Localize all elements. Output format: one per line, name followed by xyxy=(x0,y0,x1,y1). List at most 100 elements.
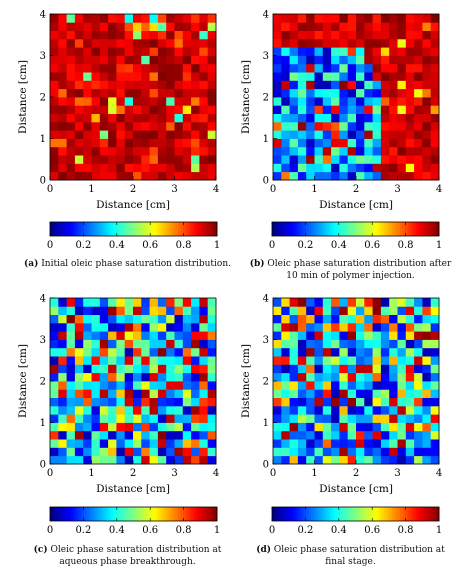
heatmap-cell xyxy=(116,455,126,465)
heatmap-cell xyxy=(322,306,332,315)
heatmap-cell xyxy=(380,372,390,382)
heatmap-cell xyxy=(314,30,324,40)
heatmap-cell xyxy=(191,455,200,465)
heatmap-cell xyxy=(430,22,440,31)
heatmap-cell xyxy=(364,47,373,56)
colorbar-segment xyxy=(350,222,354,236)
heatmap-cell xyxy=(372,422,382,432)
heatmap-cell xyxy=(414,414,423,423)
heatmap-cell xyxy=(331,364,340,374)
heatmap-cell xyxy=(207,30,217,40)
heatmap-cell xyxy=(281,372,290,382)
colorbar-segment xyxy=(57,222,61,236)
heatmap-cell xyxy=(339,322,349,332)
colorbar-segment xyxy=(164,507,168,521)
heatmap-cell xyxy=(314,121,324,131)
heatmap-cell xyxy=(314,430,324,440)
heatmap-cell xyxy=(83,171,92,181)
heatmap-cell xyxy=(199,447,209,457)
heatmap-cell xyxy=(149,155,159,164)
x-tick-label: 0 xyxy=(270,468,276,479)
heatmap-cell xyxy=(58,455,67,465)
colorbar-segment xyxy=(394,507,398,521)
heatmap-cell xyxy=(83,455,92,465)
heatmap-cell xyxy=(339,72,349,81)
heatmap-cell xyxy=(124,163,134,173)
colorbar-segment xyxy=(167,222,171,236)
heatmap-cell xyxy=(414,430,423,440)
heatmap-cell xyxy=(306,364,315,374)
heatmap-cell xyxy=(339,430,349,440)
heatmap-cell xyxy=(99,405,109,415)
heatmap-cell xyxy=(314,22,324,31)
heatmap-cell xyxy=(83,163,92,173)
heatmap-cell xyxy=(108,322,117,332)
heatmap-cell xyxy=(281,121,290,131)
heatmap-cell xyxy=(108,389,117,398)
heatmap-cell xyxy=(281,80,290,90)
heatmap-cell xyxy=(414,38,423,48)
colorbar: 0 0.2 0.4 0.6 0.8 1 xyxy=(269,221,442,251)
heatmap-cell xyxy=(297,105,307,114)
heatmap-cell xyxy=(116,146,126,156)
heatmap-cell xyxy=(149,447,159,457)
heatmap-cell xyxy=(66,298,76,307)
heatmap-cell xyxy=(74,155,84,164)
heatmap-cell xyxy=(199,55,209,65)
colorbar-tick-label: 1 xyxy=(436,240,442,251)
heatmap-cell xyxy=(372,397,382,407)
heatmap-cell xyxy=(58,138,67,148)
heatmap-cell xyxy=(182,381,192,390)
heatmap-cell xyxy=(149,331,159,340)
heatmap-cell xyxy=(422,146,432,156)
colorbar-segment xyxy=(60,222,64,236)
heatmap-cell xyxy=(58,339,67,349)
heatmap-cell xyxy=(66,22,76,31)
colorbar-segment xyxy=(133,507,137,521)
heatmap-cell xyxy=(108,130,117,139)
heatmap-cell xyxy=(116,331,126,340)
heatmap-cell xyxy=(289,105,299,114)
colorbar-segment xyxy=(399,222,403,236)
heatmap-cell xyxy=(306,422,315,432)
heatmap-cell xyxy=(166,372,175,382)
heatmap-cell xyxy=(91,314,101,324)
heatmap-cell xyxy=(414,356,423,365)
heatmap-cell xyxy=(347,22,357,31)
heatmap-cell xyxy=(108,364,117,374)
heatmap-cell xyxy=(314,155,324,164)
heatmap-cell xyxy=(207,339,217,349)
heatmap-cell xyxy=(347,80,357,90)
heatmap-cell xyxy=(372,121,382,131)
heatmap-cell xyxy=(191,430,200,440)
heatmap-cell xyxy=(58,80,67,90)
heatmap-cell xyxy=(405,97,415,106)
heatmap-cell xyxy=(149,72,159,81)
heatmap-cell xyxy=(182,347,192,357)
heatmap-cell xyxy=(297,364,307,374)
colorbar-segment xyxy=(415,222,419,236)
heatmap-cell xyxy=(166,347,175,357)
heatmap-cell xyxy=(182,55,192,65)
heatmap-cell xyxy=(289,455,299,465)
heatmap-cell xyxy=(199,306,209,315)
heatmap-cell xyxy=(380,414,390,423)
heatmap-cell xyxy=(83,105,92,114)
colorbar-segment xyxy=(50,507,54,521)
heatmap-cell xyxy=(314,138,324,148)
heatmap-cell xyxy=(322,414,332,423)
heatmap-cell xyxy=(322,14,332,23)
heatmap-cell xyxy=(297,97,307,106)
colorbar-segment xyxy=(149,507,153,521)
heatmap-cell xyxy=(66,314,76,324)
heatmap-cell xyxy=(141,55,150,65)
heatmap-cell xyxy=(297,422,307,432)
colorbar-segment xyxy=(104,222,108,236)
colorbar-segment xyxy=(277,222,281,236)
heatmap-cell xyxy=(83,389,92,398)
heatmap-cell xyxy=(58,422,67,432)
colorbar-segment xyxy=(342,222,346,236)
heatmap-cell xyxy=(414,55,423,65)
heatmap-cell xyxy=(133,163,142,173)
heatmap-cell xyxy=(389,372,398,382)
